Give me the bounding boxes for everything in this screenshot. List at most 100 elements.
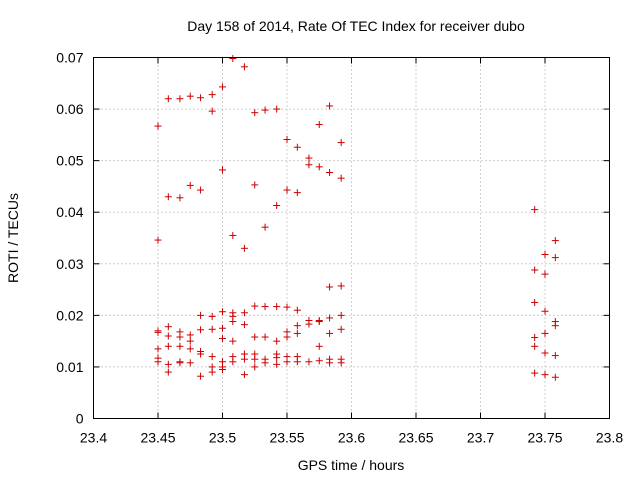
data-point xyxy=(531,369,539,377)
data-point xyxy=(164,342,172,350)
data-point xyxy=(186,359,194,367)
data-point xyxy=(305,161,313,169)
data-point xyxy=(283,135,291,143)
data-point xyxy=(208,368,216,376)
data-point xyxy=(531,334,539,342)
data-point xyxy=(251,355,259,363)
data-point xyxy=(219,83,226,91)
data-point xyxy=(251,109,259,117)
data-point xyxy=(337,139,345,147)
y-tick-label: 0.06 xyxy=(56,101,83,117)
y-tick-label: 0.07 xyxy=(56,50,83,66)
data-point xyxy=(326,102,334,110)
data-point xyxy=(315,318,323,326)
data-point xyxy=(261,333,269,341)
data-point xyxy=(337,325,345,333)
data-point xyxy=(326,329,334,337)
data-point xyxy=(197,94,205,102)
data-point xyxy=(551,373,559,381)
data-points xyxy=(154,55,559,381)
plot-frame xyxy=(93,57,610,419)
data-point xyxy=(337,174,345,182)
y-tick-label: 0.03 xyxy=(56,256,83,272)
x-tick-label: 23.6 xyxy=(338,430,365,446)
data-point xyxy=(154,345,162,353)
x-tick-label: 23.75 xyxy=(527,430,562,446)
x-tick-labels: 23.4 23.45 23.5 23.55 23.6 23.65 23.7 23.75 23.8 xyxy=(80,430,623,446)
data-point xyxy=(531,266,539,274)
data-point xyxy=(305,320,313,328)
data-point xyxy=(293,358,301,366)
data-point xyxy=(326,314,334,322)
chart-title: Day 158 of 2014, Rate Of TEC Index for r… xyxy=(187,18,525,34)
data-point xyxy=(531,206,539,214)
data-point xyxy=(541,251,549,259)
data-point xyxy=(229,337,237,345)
data-point xyxy=(197,350,205,358)
data-point xyxy=(240,371,248,379)
data-point xyxy=(251,333,259,341)
y-tick-label: 0.01 xyxy=(56,359,83,375)
data-point xyxy=(229,231,237,239)
data-point xyxy=(208,312,216,320)
data-point xyxy=(551,352,559,360)
x-tick-label: 23.65 xyxy=(398,430,433,446)
data-point xyxy=(208,107,216,115)
data-point xyxy=(305,358,313,366)
data-point xyxy=(219,324,226,332)
data-point xyxy=(164,193,172,201)
data-point xyxy=(176,194,184,202)
data-point xyxy=(186,92,194,100)
data-point xyxy=(208,325,216,333)
data-point xyxy=(326,169,334,177)
data-point xyxy=(531,342,539,350)
data-point xyxy=(261,106,269,114)
data-point xyxy=(315,342,323,350)
data-point xyxy=(531,298,539,306)
data-point xyxy=(283,358,291,366)
data-point xyxy=(164,95,172,103)
data-point xyxy=(229,318,237,326)
data-point xyxy=(197,186,205,194)
data-point xyxy=(208,91,216,99)
data-point xyxy=(229,55,237,63)
data-point xyxy=(541,349,549,357)
data-point xyxy=(208,353,216,361)
data-point xyxy=(293,189,301,197)
data-point xyxy=(283,303,291,311)
data-point xyxy=(326,359,334,367)
data-point xyxy=(176,342,184,350)
y-tick-label: 0 xyxy=(76,411,84,427)
data-point xyxy=(164,332,172,340)
data-point xyxy=(551,237,559,245)
data-point xyxy=(251,363,259,371)
data-point xyxy=(176,95,184,103)
data-point xyxy=(273,360,281,368)
data-point xyxy=(273,337,281,345)
y-tick-label: 0.05 xyxy=(56,153,83,169)
data-point xyxy=(197,372,205,380)
data-point xyxy=(154,122,162,130)
data-point xyxy=(197,326,205,334)
grid-lines xyxy=(93,57,610,419)
data-point xyxy=(164,368,172,376)
data-point xyxy=(541,270,549,278)
y-tick-label: 0.02 xyxy=(56,307,83,323)
data-point xyxy=(186,337,194,345)
y-axis-label: ROTI / TECUs xyxy=(5,193,21,283)
x-axis-label: GPS time / hours xyxy=(298,457,405,473)
data-point xyxy=(240,309,248,317)
x-tick-label: 23.45 xyxy=(140,430,175,446)
data-point xyxy=(229,358,237,366)
data-point xyxy=(315,163,323,171)
data-point xyxy=(293,329,301,337)
data-point xyxy=(293,143,301,151)
data-point xyxy=(541,371,549,379)
data-point xyxy=(251,181,259,189)
data-point xyxy=(315,357,323,365)
data-point xyxy=(315,121,323,129)
data-point xyxy=(240,63,248,71)
x-tick-label: 23.7 xyxy=(467,430,494,446)
data-point xyxy=(176,333,184,341)
